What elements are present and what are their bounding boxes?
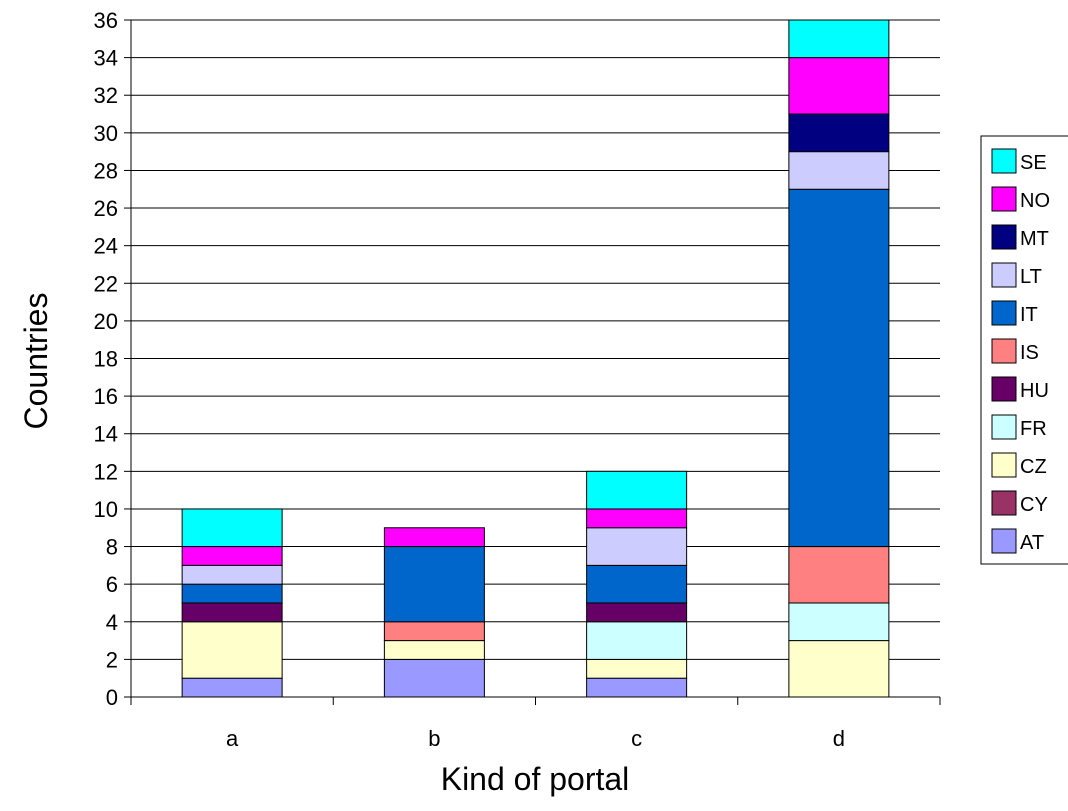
bar-segment-b-cz [383, 640, 485, 660]
bar-segment-c-lt [586, 527, 688, 566]
y-tick-label: 16 [94, 384, 118, 409]
legend-label-lt: LT [1020, 266, 1042, 288]
y-tick-label: 28 [94, 158, 118, 183]
y-tick-label: 8 [106, 535, 118, 560]
bar-segment-d-se [788, 19, 890, 59]
y-tick-label: 14 [94, 422, 118, 447]
bar-segment-c-cz [586, 658, 688, 679]
legend-label-it: IT [1020, 304, 1038, 326]
bar-segment-d-is [788, 546, 890, 604]
legend-label-hu: HU [1020, 380, 1049, 402]
x-tick-label-b: b [428, 726, 440, 751]
bar-segment-b-is [383, 621, 485, 642]
bar-segment-d-it [788, 188, 890, 548]
y-tick-label: 4 [106, 610, 118, 635]
bar-segment-a-at [181, 677, 283, 698]
legend-swatch-cz [991, 452, 1017, 478]
bar-segment-c-hu [586, 602, 688, 623]
x-tick-label-c: c [631, 726, 642, 751]
y-tick-label: 0 [106, 685, 118, 710]
x-tick-label-a: a [226, 726, 239, 751]
bar-segment-d-lt [788, 151, 890, 190]
legend-label-se: SE [1020, 152, 1047, 174]
legend-swatch-cy [991, 490, 1017, 516]
bar-segment-c-at [586, 677, 688, 698]
bar-segment-a-se [181, 508, 283, 548]
bar-segment-c-no [586, 508, 688, 529]
x-tick-label-d: d [833, 726, 845, 751]
bar-segment-b-it [383, 546, 485, 623]
bar-segment-b-at [383, 658, 485, 698]
y-tick-label: 34 [94, 46, 118, 71]
legend-label-fr: FR [1020, 418, 1047, 440]
y-tick-label: 2 [106, 647, 118, 672]
legend-label-mt: MT [1020, 228, 1049, 250]
bar-segment-a-lt [181, 564, 283, 585]
legend-swatch-se [991, 148, 1017, 174]
legend-swatch-lt [991, 262, 1017, 288]
legend-label-no: NO [1020, 190, 1050, 212]
bar-segment-d-mt [788, 113, 890, 153]
legend-swatch-at [991, 528, 1017, 554]
bar-segment-d-cz [788, 640, 890, 698]
legend-label-at: AT [1020, 532, 1044, 554]
bars [181, 19, 890, 698]
legend-swatch-it [991, 300, 1017, 326]
bar-segment-c-se [586, 470, 688, 510]
bar-segment-d-no [788, 57, 890, 115]
y-axis-title: Countries [18, 293, 54, 430]
y-tick-label: 30 [94, 121, 118, 146]
legend-label-cy: CY [1020, 494, 1048, 516]
y-tick-label: 12 [94, 459, 118, 484]
legend-label-is: IS [1020, 342, 1039, 364]
legend-swatch-mt [991, 224, 1017, 250]
legend-swatch-no [991, 186, 1017, 212]
y-tick-label: 22 [94, 271, 118, 296]
legend-swatch-fr [991, 414, 1017, 440]
y-tick-label: 24 [94, 234, 118, 259]
bar-segment-c-fr [586, 621, 688, 660]
y-tick-label: 18 [94, 347, 118, 372]
y-tick-label: 10 [94, 497, 118, 522]
y-tick-label: 6 [106, 572, 118, 597]
bar-segment-a-no [181, 546, 283, 566]
legend-swatch-hu [991, 376, 1017, 402]
legend: SE NO MT LT IT IS HU FR CZ CY AT [980, 135, 1068, 565]
bar-segment-c-it [586, 564, 688, 604]
bar-segment-a-it [181, 583, 283, 604]
bar-segment-d-fr [788, 602, 890, 642]
bar-segment-a-cz [181, 621, 283, 679]
bar-segment-a-hu [181, 602, 283, 623]
y-tick-label: 32 [94, 83, 118, 108]
x-axis-title: Kind of portal [441, 761, 630, 797]
x-tick-labels: a b c d [130, 697, 941, 751]
legend-label-cz: CZ [1020, 456, 1047, 478]
y-tick-label: 20 [94, 309, 118, 334]
y-tick-label: 36 [94, 8, 118, 33]
y-tick-label: 26 [94, 196, 118, 221]
bar-segment-b-no [383, 527, 485, 548]
legend-swatch-is [991, 338, 1017, 364]
